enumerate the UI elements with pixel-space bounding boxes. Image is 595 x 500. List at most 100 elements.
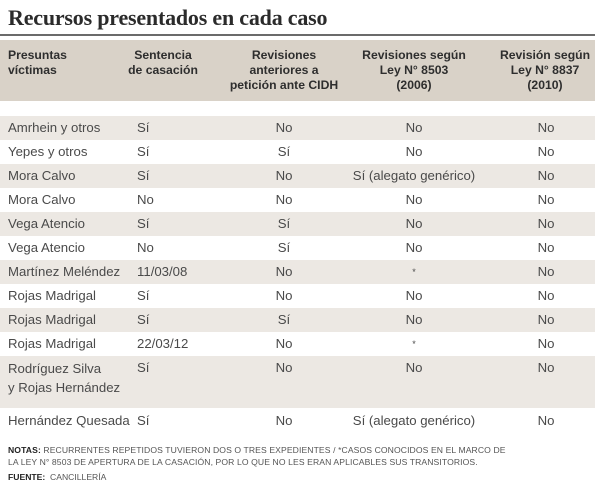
cell-ley-8503: No (405, 144, 423, 159)
header-line: (2010) (527, 78, 563, 92)
source-text: CANCILLERÍA (50, 472, 107, 482)
cell-ley-8837: No (537, 192, 555, 207)
table-row: Vega Atencio Sí Sí No No (0, 212, 595, 236)
header-line: Sentencia (134, 48, 192, 62)
cell-ley-8503: Sí (alegato genérico) (352, 413, 476, 428)
cell-ley-8837: No (537, 336, 555, 351)
notes: NOTAS: RECURRENTES REPETIDOS TUVIERON DO… (8, 445, 588, 468)
cell-victim: Rojas Madrigal (8, 336, 96, 351)
table-row: Rojas Madrigal Sí No No No (0, 284, 595, 308)
header-revisiones-ley-8503: Revisiones según Ley N° 8503 (2006) (352, 48, 476, 93)
notes-text: RECURRENTES REPETIDOS TUVIERON DOS O TRE… (43, 445, 506, 455)
cell-victim: Yepes y otros (8, 144, 88, 159)
cell-ley-8837: No (537, 216, 555, 231)
header-presuntas-victimas: Presuntas víctimas (8, 48, 67, 78)
header-line: Ley N° 8837 (510, 63, 580, 77)
table-row: Rodríguez Silva y Rojas Hernández Sí No … (0, 356, 595, 408)
cell-sentencia: Sí (137, 216, 150, 231)
title-rule (0, 34, 595, 36)
cell-victim: Martínez Meléndez (8, 264, 121, 279)
cell-revisiones-cidh: No (275, 168, 293, 183)
cell-victim-line: Rodríguez Silva (8, 361, 102, 376)
cell-ley-8503: No (405, 360, 423, 375)
cell-victim: Vega Atencio (8, 216, 85, 231)
cell-revisiones-cidh: No (275, 413, 293, 428)
cell-ley-8837: No (537, 144, 555, 159)
cell-victim: Mora Calvo (8, 168, 76, 183)
source-label: FUENTE: (8, 472, 46, 482)
cell-revisiones-cidh: Sí (277, 240, 291, 255)
cell-victim: Hernández Quesada (8, 413, 130, 428)
cell-revisiones-cidh: No (275, 288, 293, 303)
cell-sentencia: Sí (137, 168, 150, 183)
cell-revisiones-cidh: No (275, 192, 293, 207)
cell-sentencia: 22/03/12 (137, 336, 189, 351)
header-line: Revisión según (499, 48, 591, 62)
cell-victim: Rojas Madrigal (8, 288, 96, 303)
table-row: Hernández Quesada Sí No Sí (alegato gené… (0, 408, 595, 434)
header-spacer (0, 101, 595, 116)
cell-revisiones-cidh: No (275, 120, 293, 135)
cell-ley-8837: No (537, 168, 555, 183)
header-line: anteriores a (249, 63, 319, 77)
cell-revisiones-cidh: Sí (277, 312, 291, 327)
table-row: Martínez Meléndez 11/03/08 No * No (0, 260, 595, 284)
cell-ley-8837: No (537, 360, 555, 375)
table-header: Presuntas víctimas Sentencia de casación… (0, 40, 595, 101)
source: FUENTE: CANCILLERÍA (8, 472, 106, 482)
cell-victim: Rodríguez Silva y Rojas Hernández (8, 356, 120, 397)
table-row: Vega Atencio No Sí No No (0, 236, 595, 260)
header-line: petición ante CIDH (229, 78, 339, 92)
cell-ley-8503: No (405, 120, 423, 135)
cell-victim: Rojas Madrigal (8, 312, 96, 327)
table-row: Yepes y otros Sí Sí No No (0, 140, 595, 164)
header-sentencia-casacion: Sentencia de casación (118, 48, 208, 78)
cell-revisiones-cidh: Sí (277, 144, 291, 159)
table-row: Mora Calvo No No No No (0, 188, 595, 212)
table-row: Rojas Madrigal Sí Sí No No (0, 308, 595, 332)
header-line: víctimas (8, 63, 57, 77)
header-line: Revisiones (251, 48, 317, 62)
cell-victim: Amrhein y otros (8, 120, 101, 135)
header-line: Revisiones según (362, 48, 466, 62)
table-row: Mora Calvo Sí No Sí (alegato genérico) N… (0, 164, 595, 188)
cell-sentencia: 11/03/08 (137, 264, 188, 279)
cell-sentencia: No (137, 192, 154, 207)
cell-ley-8837: No (537, 264, 555, 279)
header-line: Ley N° 8503 (379, 63, 449, 77)
page-title: Recursos presentados en cada caso (8, 5, 328, 30)
cell-victim-line: y Rojas Hernández (8, 380, 121, 395)
cell-ley-8503: Sí (alegato genérico) (352, 168, 476, 183)
cell-sentencia: Sí (137, 288, 150, 303)
notes-line: NOTAS: RECURRENTES REPETIDOS TUVIERON DO… (8, 445, 588, 457)
cell-sentencia: Sí (137, 120, 150, 135)
cell-sentencia: No (137, 240, 154, 255)
cell-ley-8837: No (537, 120, 555, 135)
cell-sentencia: Sí (137, 144, 150, 159)
cell-revisiones-cidh: Sí (277, 216, 291, 231)
cell-ley-8503: No (405, 240, 423, 255)
cell-ley-8503: * (412, 267, 416, 277)
cell-ley-8837: No (537, 312, 555, 327)
cell-ley-8837: No (537, 288, 555, 303)
cell-ley-8503: * (412, 339, 416, 349)
cell-ley-8503: No (405, 216, 423, 231)
cell-revisiones-cidh: No (275, 336, 293, 351)
header-revision-ley-8837: Revisión según Ley N° 8837 (2010) (496, 48, 594, 93)
header-line: de casación (128, 63, 198, 77)
header-line: (2006) (396, 78, 432, 92)
cell-sentencia: Sí (137, 312, 150, 327)
cell-victim: Vega Atencio (8, 240, 85, 255)
cell-ley-8503: No (405, 288, 423, 303)
header-line: Presuntas (8, 48, 67, 62)
table-row: Amrhein y otros Sí No No No (0, 116, 595, 140)
header-revisiones-anteriores: Revisiones anteriores a petición ante CI… (225, 48, 343, 93)
notes-text: LA LEY N° 8503 DE APERTURA DE LA CASACIÓ… (8, 456, 478, 467)
cell-victim: Mora Calvo (8, 192, 76, 207)
cell-sentencia: Sí (137, 413, 150, 428)
cell-revisiones-cidh: No (275, 360, 293, 375)
cell-sentencia: Sí (137, 360, 150, 375)
cell-ley-8503: No (405, 192, 423, 207)
table-row: Rojas Madrigal 22/03/12 No * No (0, 332, 595, 356)
cell-ley-8837: No (537, 240, 555, 255)
